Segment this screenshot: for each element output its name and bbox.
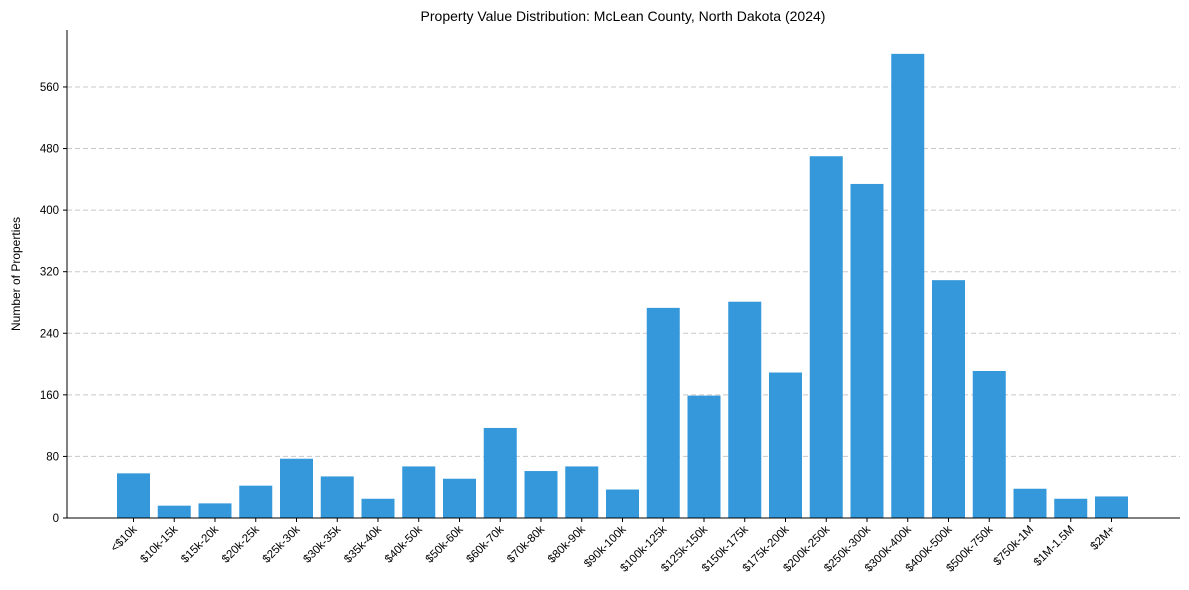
x-tick-label: $80k-90k [546, 523, 588, 565]
bar-17 [809, 156, 843, 518]
bar-12 [606, 489, 639, 518]
bar-11 [565, 466, 599, 518]
bar-18 [850, 183, 884, 518]
bar-3 [239, 485, 273, 518]
x-tick-label: $750k-1M [991, 524, 1036, 569]
x-ticks: <$10k$10k-15k$15k-20k$20k-25k$25k-30k$30… [109, 518, 1118, 575]
bar-6 [361, 498, 395, 518]
y-tick-label: 320 [40, 267, 59, 279]
y-tick-label: 480 [40, 144, 59, 156]
bar-20 [932, 280, 965, 518]
bars [117, 53, 1128, 518]
x-tick-label: <$10k [109, 523, 140, 554]
x-tick-label: $70k-80k [505, 523, 547, 565]
gridlines [67, 86, 1180, 457]
y-ticks: 0 80 160 240 320 400 480 560 [40, 82, 67, 525]
chart-title: Property Value Distribution: McLean Coun… [421, 8, 826, 24]
y-tick-label: 400 [40, 205, 59, 217]
x-tick-label: $60k-70k [464, 523, 506, 565]
x-tick-label: $30k-35k [301, 523, 343, 565]
x-tick-label: $40k-50k [383, 523, 425, 565]
x-tick-label: $15k-20k [179, 523, 221, 565]
bar-7 [402, 466, 436, 518]
x-tick-label: $20k-25k [220, 523, 262, 565]
y-tick-label: 560 [40, 82, 59, 94]
bar-24 [1095, 496, 1128, 518]
bar-2 [198, 503, 232, 518]
y-tick-label: 160 [40, 390, 59, 402]
bar-21 [972, 370, 1006, 518]
bar-1 [157, 505, 191, 518]
bar-23 [1054, 498, 1088, 518]
bar-4 [280, 458, 313, 518]
bar-8 [443, 478, 476, 518]
bar-15 [728, 301, 762, 518]
y-tick-label: 0 [53, 513, 59, 525]
y-axis-label: Number of Properties [9, 217, 23, 331]
x-tick-label: $25k-30k [261, 523, 303, 565]
bar-0 [117, 473, 150, 518]
bar-19 [891, 53, 925, 518]
x-tick-label: $10k-15k [138, 523, 180, 565]
bar-16 [769, 372, 802, 518]
x-tick-label: $2M+ [1089, 523, 1118, 552]
bar-22 [1013, 488, 1047, 518]
y-tick-label: 240 [40, 328, 59, 340]
x-tick-label: $1M-1.5M [1032, 524, 1077, 569]
x-tick-label: $50k-60k [424, 523, 466, 565]
bar-14 [687, 395, 721, 518]
bar-9 [483, 427, 517, 518]
bar-10 [524, 471, 558, 518]
y-tick-label: 80 [46, 451, 59, 463]
x-tick-label: $35k-40k [342, 523, 384, 565]
bar-13 [646, 307, 680, 518]
bar-5 [320, 476, 354, 518]
